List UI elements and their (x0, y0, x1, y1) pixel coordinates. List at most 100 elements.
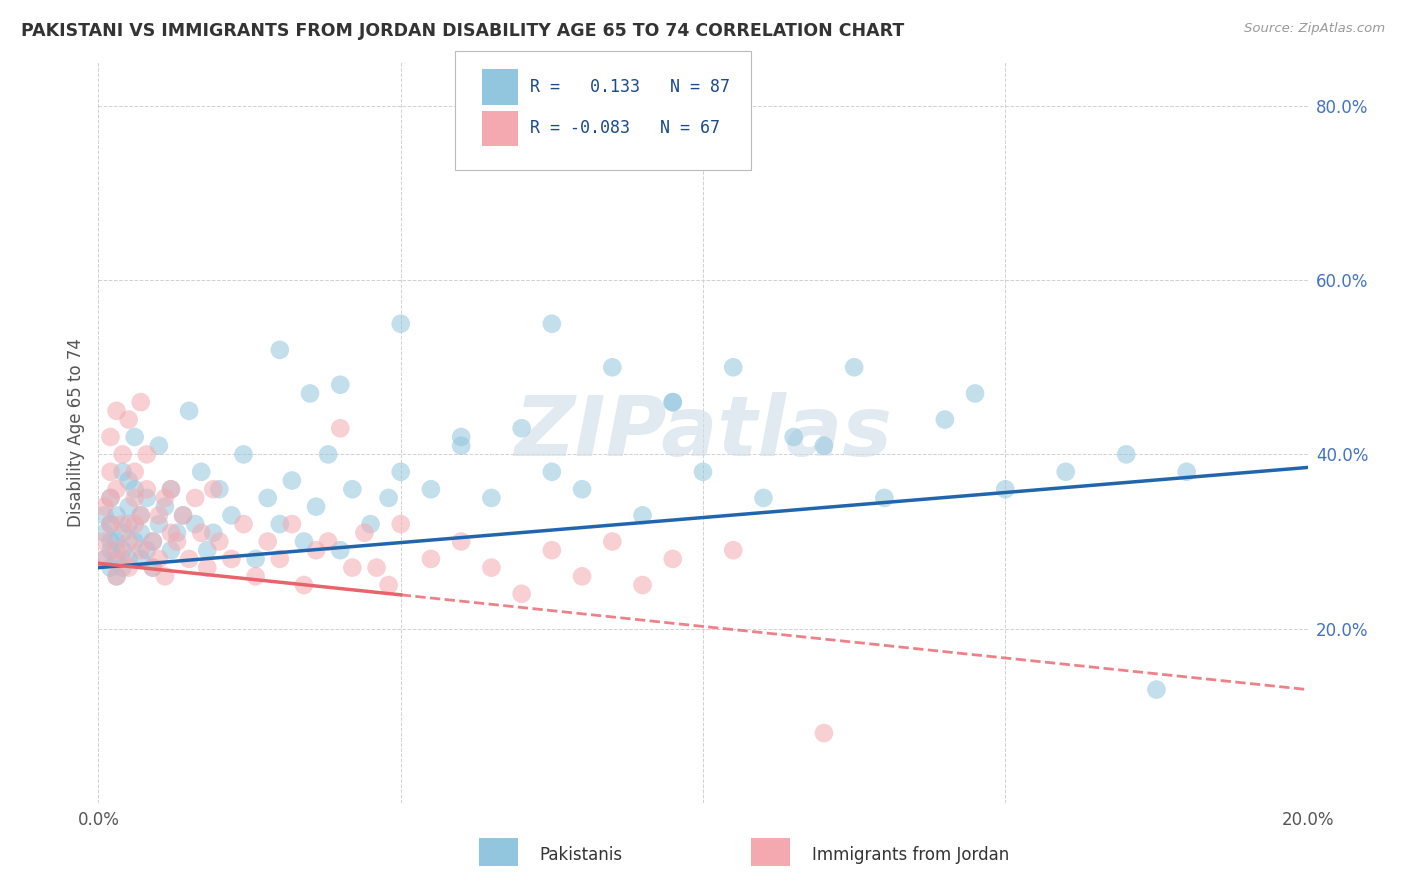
Point (269, 517, 291, 532)
Point (153, 491, 176, 505)
Point (221, 552, 243, 566)
Point (389, 465, 412, 479)
Point (723, 543, 745, 558)
Point (661, 395, 683, 409)
Text: Pakistanis: Pakistanis (540, 846, 623, 863)
Point (135, 482, 157, 496)
Text: Source: ZipAtlas.com: Source: ZipAtlas.com (1244, 22, 1385, 36)
Point (135, 491, 157, 505)
Point (389, 317, 412, 331)
Point (195, 543, 218, 558)
Point (142, 534, 165, 549)
Point (661, 395, 683, 409)
Point (450, 430, 472, 444)
Point (118, 517, 141, 532)
Point (100, 491, 122, 505)
Point (142, 534, 165, 549)
Point (93, 534, 115, 549)
Point (571, 482, 593, 496)
Point (844, 360, 866, 375)
Point (292, 578, 315, 592)
Point (100, 430, 122, 444)
Point (105, 569, 128, 583)
Point (481, 560, 503, 574)
Point (190, 525, 212, 540)
Point (160, 543, 183, 558)
Point (129, 552, 152, 566)
Point (873, 491, 896, 505)
Point (1144, 682, 1167, 697)
Point (360, 517, 382, 532)
Point (160, 525, 183, 540)
Point (148, 508, 170, 523)
Point (692, 465, 714, 479)
Point (148, 517, 170, 532)
Point (172, 508, 194, 523)
Point (93, 552, 115, 566)
Point (208, 482, 231, 496)
FancyBboxPatch shape (456, 52, 751, 169)
Point (420, 552, 443, 566)
Point (269, 552, 291, 566)
FancyBboxPatch shape (482, 69, 517, 104)
Point (100, 465, 122, 479)
Point (540, 543, 562, 558)
Point (195, 560, 218, 574)
Point (342, 560, 364, 574)
Point (111, 517, 134, 532)
Point (179, 404, 201, 418)
Point (111, 560, 134, 574)
Point (353, 525, 375, 540)
Point (965, 386, 987, 401)
Point (450, 534, 472, 549)
Point (93, 552, 115, 566)
Point (93, 525, 115, 540)
Point (305, 543, 328, 558)
Point (316, 534, 339, 549)
Point (1054, 465, 1077, 479)
Point (124, 465, 146, 479)
Point (813, 726, 835, 740)
Point (129, 508, 152, 523)
Point (202, 525, 225, 540)
Point (1175, 465, 1198, 479)
Point (129, 395, 152, 409)
Point (124, 491, 146, 505)
Point (420, 482, 443, 496)
Point (661, 552, 683, 566)
Point (153, 569, 176, 583)
Point (540, 465, 562, 479)
Point (105, 482, 128, 496)
Point (148, 552, 170, 566)
Point (111, 552, 134, 566)
Text: R =   0.133   N = 87: R = 0.133 N = 87 (530, 78, 730, 95)
Text: R = -0.083   N = 67: R = -0.083 N = 67 (530, 120, 720, 137)
Point (100, 517, 122, 532)
Point (118, 534, 141, 549)
Point (100, 517, 122, 532)
Point (179, 552, 201, 566)
Point (299, 386, 322, 401)
Point (129, 525, 152, 540)
Point (256, 534, 278, 549)
Point (281, 517, 304, 532)
Point (124, 517, 146, 532)
Point (166, 534, 188, 549)
Point (100, 491, 122, 505)
Point (111, 465, 134, 479)
Point (329, 421, 352, 435)
Point (190, 465, 212, 479)
Point (93, 508, 115, 523)
Point (118, 412, 141, 426)
Point (208, 534, 231, 549)
Point (540, 317, 562, 331)
Point (111, 447, 134, 461)
Point (752, 491, 775, 505)
Point (111, 525, 134, 540)
Point (221, 508, 243, 523)
Point (366, 560, 388, 574)
Point (994, 482, 1017, 496)
Point (934, 412, 956, 426)
Point (148, 439, 170, 453)
Point (118, 560, 141, 574)
